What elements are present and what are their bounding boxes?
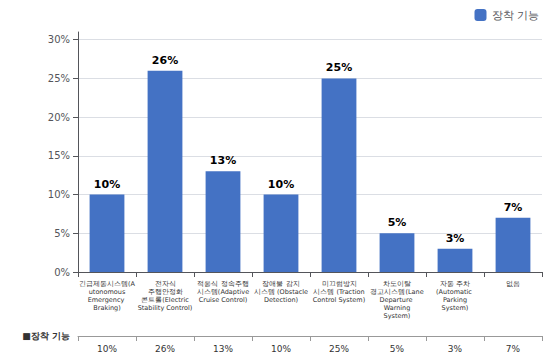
svg-text:Control System): Control System) (313, 296, 365, 304)
svg-text:10%: 10% (271, 344, 291, 354)
svg-text:장착 기능: 장착 기능 (492, 9, 540, 22)
svg-text:0%: 0% (54, 267, 70, 278)
svg-text:차도이탈: 차도이탈 (383, 280, 411, 288)
svg-text:10%: 10% (268, 178, 294, 191)
svg-text:5%: 5% (390, 344, 405, 354)
svg-text:System): System) (384, 312, 411, 320)
svg-text:20%: 20% (48, 112, 70, 123)
svg-text:26%: 26% (155, 344, 175, 354)
svg-text:Parking: Parking (443, 296, 467, 304)
svg-text:7%: 7% (504, 201, 523, 214)
svg-text:3%: 3% (448, 344, 463, 354)
svg-text:Stability Control): Stability Control) (138, 304, 193, 312)
svg-text:시스템(Adaptive: 시스템(Adaptive (197, 288, 249, 296)
svg-text:25%: 25% (48, 73, 70, 84)
svg-text:콘트롤(Electric: 콘트롤(Electric (141, 296, 189, 304)
svg-text:없음: 없음 (506, 280, 520, 288)
svg-text:5%: 5% (388, 216, 407, 229)
svg-text:Cruise Control): Cruise Control) (199, 296, 248, 304)
svg-text:(Automatic: (Automatic (436, 288, 474, 296)
svg-text:전자식: 전자식 (155, 280, 176, 288)
svg-text:7%: 7% (506, 344, 521, 354)
svg-text:적응식 정속주행: 적응식 정속주행 (197, 280, 248, 288)
svg-text:자동 주차: 자동 주차 (440, 280, 470, 288)
svg-text:15%: 15% (48, 150, 70, 161)
svg-text:긴급제동시스템(A: 긴급제동시스템(A (79, 280, 136, 288)
svg-text:■장착 기능: ■장착 기능 (22, 331, 70, 341)
svg-text:Detection): Detection) (264, 296, 298, 304)
svg-text:25%: 25% (326, 61, 352, 74)
svg-text:26%: 26% (152, 54, 178, 67)
svg-text:13%: 13% (210, 154, 236, 167)
svg-text:10%: 10% (97, 344, 117, 354)
svg-text:13%: 13% (213, 344, 233, 354)
svg-text:Warning: Warning (384, 304, 411, 312)
svg-text:Departure: Departure (379, 296, 414, 304)
svg-text:25%: 25% (329, 344, 349, 354)
svg-text:utonomous: utonomous (89, 288, 126, 296)
svg-text:Braking): Braking) (93, 304, 120, 312)
svg-text:주행안정화: 주행안정화 (148, 288, 183, 296)
svg-text:System): System) (442, 304, 469, 312)
svg-text:30%: 30% (48, 34, 70, 45)
svg-text:Emergency: Emergency (88, 296, 127, 304)
svg-text:5%: 5% (54, 228, 70, 239)
svg-text:장애물 감지: 장애물 감지 (262, 280, 299, 288)
svg-text:10%: 10% (48, 189, 70, 200)
svg-text:시스템 (Traction: 시스템 (Traction (313, 288, 364, 296)
svg-text:3%: 3% (446, 232, 465, 245)
svg-text:미끄럼방지: 미끄럼방지 (322, 280, 357, 288)
svg-text:10%: 10% (94, 178, 120, 191)
svg-text:경고시스템(Lane: 경고시스템(Lane (370, 288, 423, 296)
svg-text:시스템 (Obstacle: 시스템 (Obstacle (254, 288, 308, 296)
